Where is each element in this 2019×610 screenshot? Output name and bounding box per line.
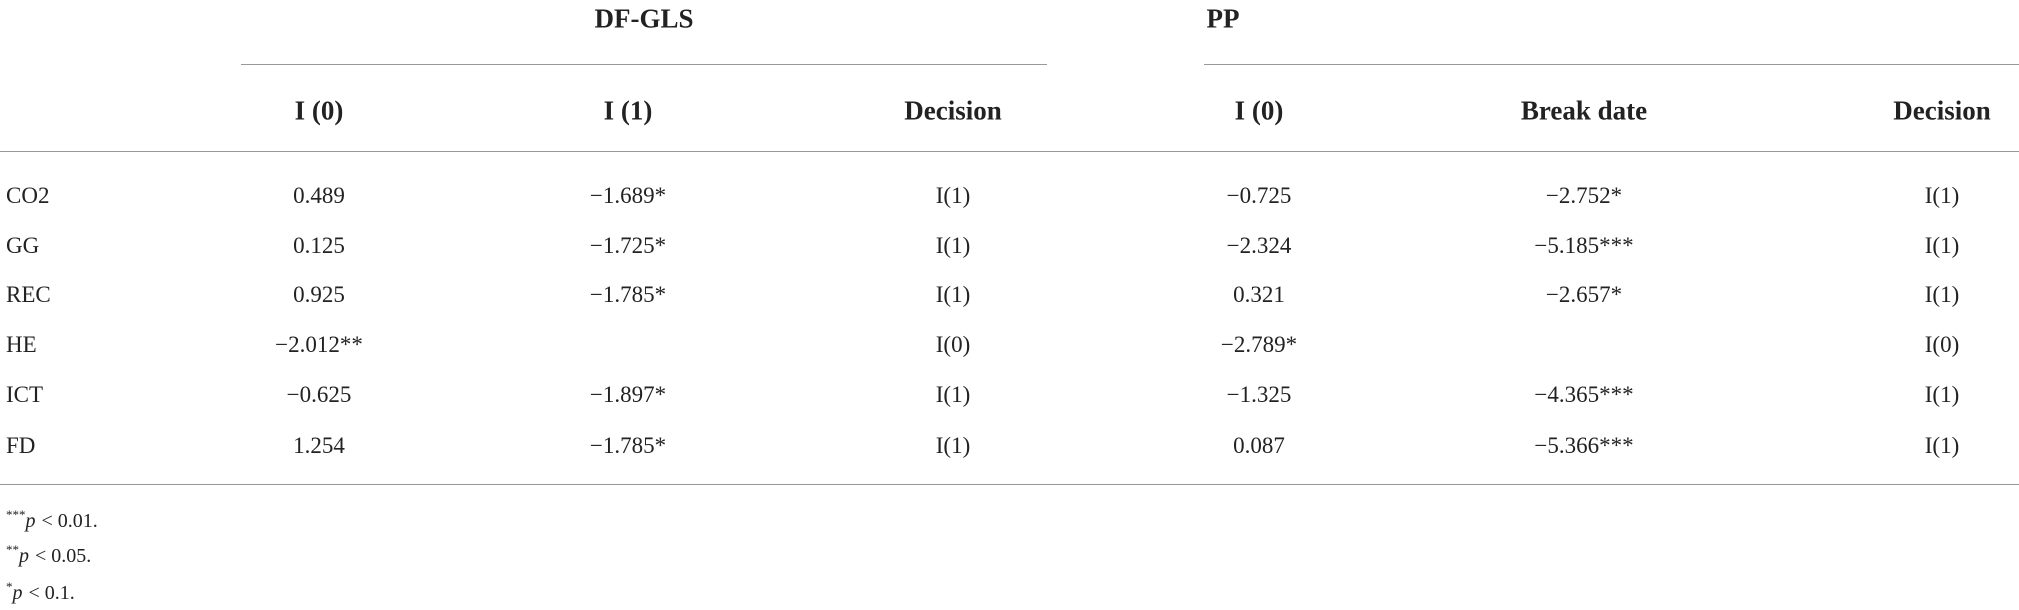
footnote-symbol: p (19, 544, 29, 567)
row-label: FD (6, 433, 36, 458)
cell: I(0) (935, 332, 971, 357)
cell: I(1) (935, 233, 971, 258)
cell: I(1) (935, 183, 971, 208)
footnote-mark: * (6, 579, 13, 595)
cell: 0.087 (1233, 433, 1285, 458)
cell: −2.752* (1545, 183, 1623, 208)
cell: −2.789* (1220, 332, 1298, 357)
cell: −1.785* (589, 282, 667, 307)
cell: −1.897* (589, 382, 667, 407)
cell: −5.366*** (1534, 433, 1634, 458)
cell: −1.325 (1226, 382, 1292, 407)
cell: −1.725* (589, 233, 667, 258)
cell: 0.925 (293, 282, 345, 307)
footnote-text: < 0.1. (28, 581, 75, 604)
column-header: I (0) (294, 95, 344, 126)
cell: 0.489 (293, 183, 345, 208)
group-header: PP (1206, 3, 1240, 34)
row-label: CO2 (6, 183, 50, 208)
cell: I(0) (1924, 332, 1960, 357)
column-header: I (0) (1234, 95, 1284, 126)
cell: 0.321 (1233, 282, 1285, 307)
row-label: HE (6, 332, 37, 357)
footnote-symbol: p (25, 509, 36, 532)
group-rule (241, 64, 1047, 65)
column-header: Decision (904, 95, 1002, 126)
cell: −1.689* (589, 183, 667, 208)
cell: I(1) (935, 282, 971, 307)
footnote-symbol: p (12, 581, 23, 604)
footnote: ***p < 0.01. (6, 507, 98, 533)
cell: −2.324 (1226, 233, 1292, 258)
group-header: DF-GLS (594, 3, 694, 34)
cell: −2.657* (1545, 282, 1623, 307)
cell: I(1) (935, 382, 971, 407)
cell: I(1) (1924, 382, 1960, 407)
cell: −0.625 (286, 382, 352, 407)
cell: −1.785* (589, 433, 667, 458)
column-header: I (1) (603, 95, 653, 126)
row-label: REC (6, 282, 51, 307)
footnote-text: < 0.05. (35, 544, 92, 567)
footnote-text: < 0.01. (41, 509, 98, 532)
header-rule (0, 151, 2019, 152)
row-label: ICT (6, 382, 44, 407)
footnote-mark: *** (6, 507, 26, 523)
group-rule (1204, 64, 2019, 65)
footnote: **p < 0.05. (6, 542, 91, 568)
bottom-rule (0, 484, 2019, 485)
cell: −5.185*** (1534, 233, 1634, 258)
cell: I(1) (935, 433, 971, 458)
row-label: GG (6, 233, 40, 258)
cell: I(1) (1924, 433, 1960, 458)
cell: I(1) (1924, 233, 1960, 258)
footnote-mark: ** (6, 542, 19, 558)
cell: −0.725 (1226, 183, 1292, 208)
cell: −4.365*** (1534, 382, 1634, 407)
cell: 1.254 (293, 433, 345, 458)
cell: I(1) (1924, 282, 1960, 307)
column-header: Decision (1893, 95, 1991, 126)
cell: −2.012** (275, 332, 363, 357)
cell: 0.125 (293, 233, 345, 258)
footnote: *p < 0.1. (6, 579, 75, 605)
column-header: Break date (1520, 95, 1648, 126)
cell: I(1) (1924, 183, 1960, 208)
